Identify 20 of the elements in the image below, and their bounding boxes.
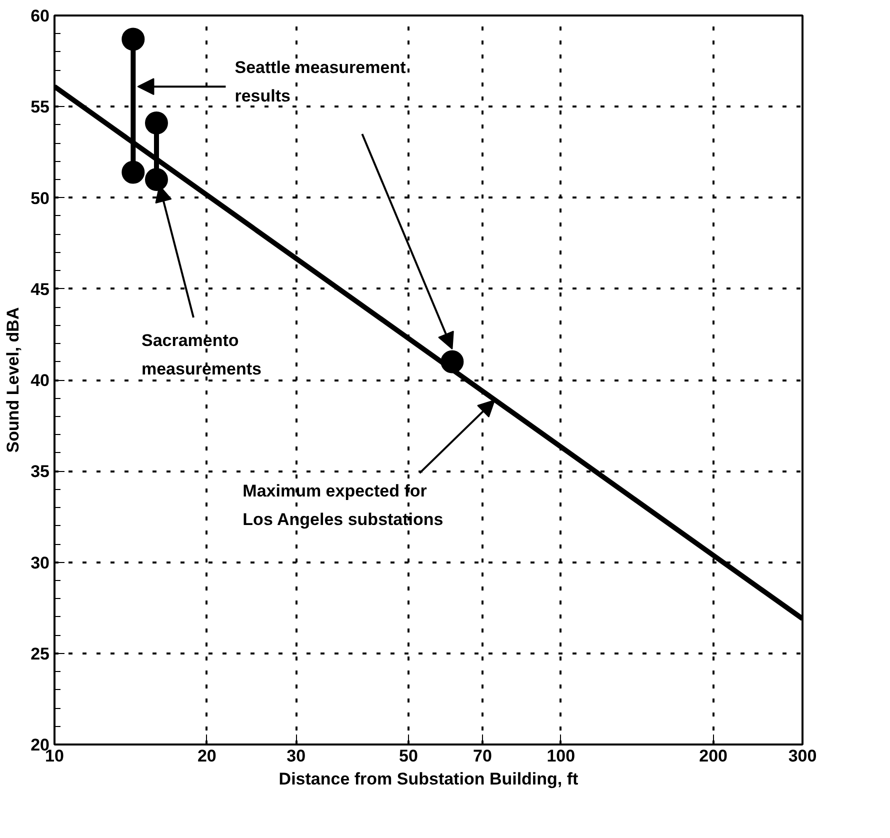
x-tick-label: 300 [788,746,817,766]
x-tick-label: 70 [472,746,492,766]
y-tick-label: 60 [30,6,50,26]
x-tick-label: 50 [398,746,418,766]
y-tick-label: 35 [30,462,50,482]
annotation: Sacramento measurements [141,330,262,378]
x-tick-label: 30 [286,746,306,766]
y-tick-label: 40 [30,371,50,390]
annotation: Seattle measurement results [234,58,406,106]
y-tick-label: 45 [30,280,50,299]
y-tick-label: 25 [30,644,50,664]
x-tick-label: 200 [699,746,728,766]
annotation: Maximum expected for Los Angeles substations [242,481,444,529]
y-axis-title: Sound Level, dBA [4,307,23,453]
y-tick-label: 50 [30,188,50,208]
x-tick-label: 100 [546,746,576,766]
y-tick-label: 55 [30,98,50,117]
x-tick-label: 20 [197,746,216,766]
y-tick-label: 30 [30,553,50,572]
x-axis-title: Distance from Substation Building, ft [278,770,579,788]
